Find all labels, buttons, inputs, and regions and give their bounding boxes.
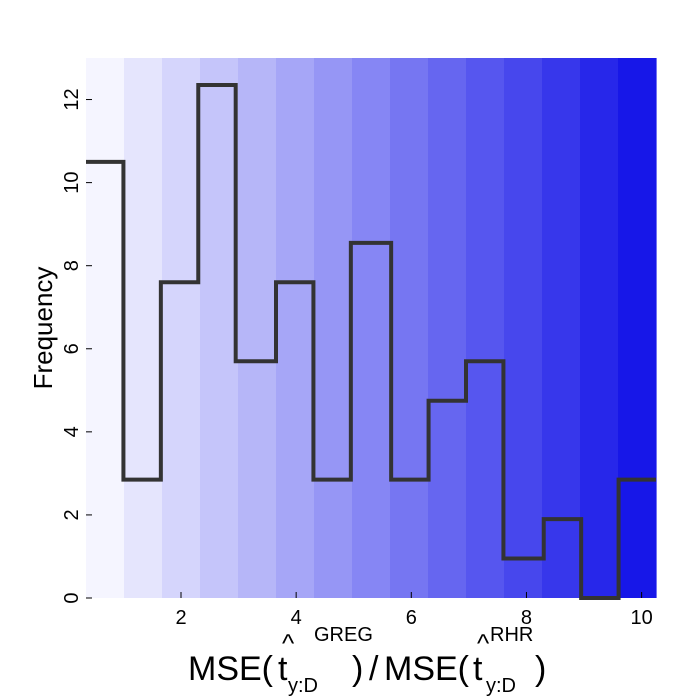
background-band — [276, 58, 315, 598]
y-tick-label: 6 — [61, 343, 83, 354]
x-label-left-close: ) — [352, 650, 363, 688]
y-tick-label: 8 — [61, 260, 83, 271]
background-band — [466, 58, 505, 598]
background-band — [124, 58, 163, 598]
y-axis-label: Frequency — [28, 267, 58, 390]
background-band — [504, 58, 543, 598]
background-band — [352, 58, 391, 598]
x-label-right-sub: y:D — [486, 675, 516, 697]
y-tick-label: 10 — [61, 171, 83, 193]
x-axis-label: MSE( ^ t GREG y:D ) / MSE( ^ t RHR y:D ) — [188, 624, 546, 697]
y-tick-label: 2 — [61, 509, 83, 520]
x-label-left-hat: ^ — [282, 628, 295, 658]
x-label-right-sup: RHR — [490, 624, 533, 646]
x-tick-label: 4 — [291, 607, 302, 629]
x-tick-label: 2 — [175, 607, 186, 629]
x-tick-label: 8 — [521, 607, 532, 629]
x-label-right-func: MSE( — [384, 650, 470, 688]
x-label-divider: / — [369, 650, 379, 688]
histogram-step-line — [86, 83, 656, 600]
x-label-left-func: MSE( — [188, 650, 274, 688]
background-band — [428, 58, 467, 598]
x-label-right-hat: ^ — [477, 628, 490, 658]
x-tick-label: 10 — [630, 607, 652, 629]
x-label-right-symbol: t — [473, 650, 483, 688]
x-label-right-close: ) — [535, 650, 546, 688]
x-label-left-symbol: t — [278, 650, 288, 688]
background-band — [618, 58, 657, 598]
background-band — [314, 58, 353, 598]
background-band — [200, 58, 239, 598]
background-band — [162, 58, 201, 598]
y-tick-label: 0 — [61, 592, 83, 603]
background-gradient-bands — [86, 58, 657, 598]
background-band — [580, 58, 619, 598]
y-tick-label: 4 — [61, 426, 83, 437]
x-label-left-sub: y:D — [288, 675, 318, 697]
background-band — [238, 58, 277, 598]
background-band — [542, 58, 581, 598]
axis-ticks: 2 4 6 8 10 0 2 4 6 8 10 12 — [61, 88, 653, 629]
y-tick-label: 12 — [61, 88, 83, 110]
background-band — [86, 58, 125, 598]
background-band — [390, 58, 429, 598]
x-label-left-sup: GREG — [314, 624, 373, 646]
x-tick-label: 6 — [406, 607, 417, 629]
